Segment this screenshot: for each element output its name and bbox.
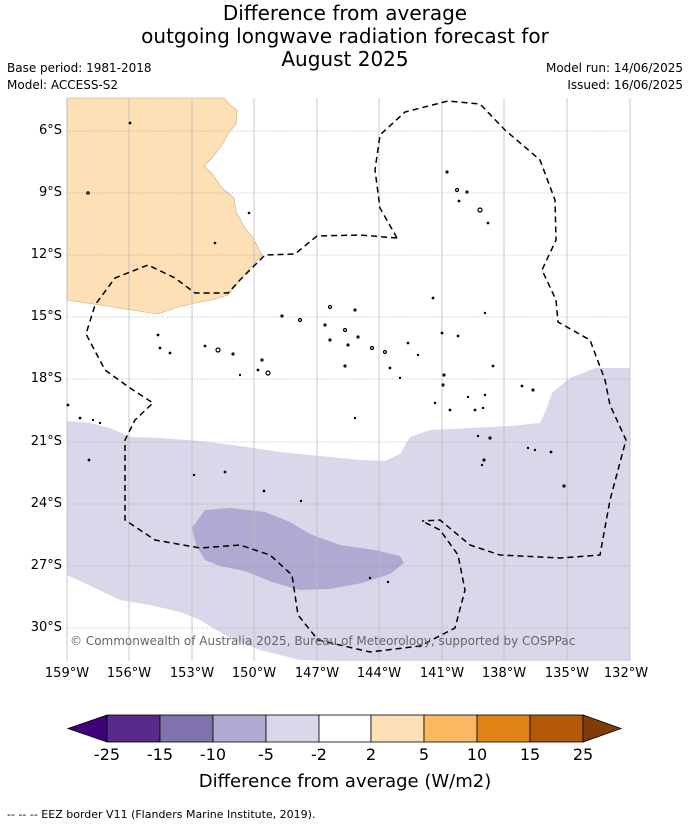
colorbar-tick: 25 — [572, 745, 594, 764]
lon-label: 132°W — [603, 666, 649, 681]
lon-label: 135°W — [544, 666, 590, 681]
colorbar-bin-3 — [212, 714, 267, 743]
lon-label: 141°W — [419, 666, 465, 681]
colorbar-tick: 2 — [365, 745, 377, 764]
colorbar-tick: 15 — [519, 745, 541, 764]
lat-label: 12°S — [30, 247, 62, 262]
map-area — [66, 97, 631, 661]
model-name: Model: ACCESS-S2 — [7, 78, 119, 92]
anomaly-region-medium-purple — [192, 508, 404, 590]
colorbar-tick: -25 — [93, 745, 121, 764]
lat-label: 6°S — [38, 123, 62, 138]
colorbar-bin-4 — [265, 714, 320, 743]
title-line-3: August 2025 — [281, 47, 409, 71]
eez-border-kiribati — [374, 100, 627, 559]
colorbar-extend-min — [66, 714, 108, 743]
lat-label: 24°S — [30, 496, 62, 511]
colorbar-tick: -10 — [199, 745, 227, 764]
colorbar-tick: -2 — [311, 745, 327, 764]
copyright-notice: © Commonwealth of Australia 2025, Bureau… — [70, 634, 576, 648]
lon-label: 159°W — [44, 666, 90, 681]
meta-right: Model run: 14/06/2025 Issued: 16/06/2025 — [546, 60, 683, 94]
lat-label: 18°S — [30, 371, 62, 386]
title-line-2: outgoing longwave radiation forecast for — [141, 24, 549, 48]
colorbar-bin-9 — [529, 714, 584, 743]
colorbar-bin-2 — [159, 714, 214, 743]
lat-label: 21°S — [30, 434, 62, 449]
meridians — [66, 98, 631, 661]
colorbar-bin-5 — [318, 714, 372, 743]
title-line-1: Difference from average — [222, 1, 468, 25]
lon-label: 150°W — [231, 666, 277, 681]
colorbar-bin-7 — [423, 714, 478, 743]
lon-label: 138°W — [481, 666, 527, 681]
colorbar-bin-6 — [370, 714, 425, 743]
eez-border-cook-islands — [85, 234, 466, 653]
base-period: Base period: 1981-2018 — [7, 61, 152, 75]
lon-label: 153°W — [169, 666, 215, 681]
eez-legend: -- -- -- EEZ border V11 (Flanders Marine… — [7, 808, 316, 821]
lon-label: 144°W — [356, 666, 402, 681]
colorbar — [66, 714, 623, 743]
lon-label: 156°W — [106, 666, 152, 681]
lat-label: 27°S — [30, 558, 62, 573]
colorbar-tick: 10 — [466, 745, 488, 764]
colorbar-bin-1 — [106, 714, 161, 743]
colorbar-tick: -15 — [146, 745, 174, 764]
colorbar-bin-8 — [476, 714, 531, 743]
issued-date: Issued: 16/06/2025 — [567, 78, 683, 92]
model-run: Model run: 14/06/2025 — [545, 61, 683, 75]
anomaly-region-light-purple — [67, 368, 630, 661]
colorbar-title: Difference from average (W/m2) — [198, 771, 492, 792]
colorbar-tick: 5 — [418, 745, 430, 764]
lat-label: 30°S — [30, 620, 62, 635]
colorbar-tick: -5 — [258, 745, 274, 764]
eez-borders — [85, 100, 627, 653]
islands — [66, 121, 566, 584]
lat-label: 15°S — [30, 309, 62, 324]
map-title: Difference from average outgoing longwav… — [0, 2, 690, 71]
lat-label: 9°S — [38, 185, 62, 200]
lon-label: 147°W — [294, 666, 340, 681]
colorbar-extend-max — [582, 714, 623, 743]
anomaly-region-orange — [66, 97, 263, 315]
meta-left: Base period: 1981-2018 Model: ACCESS-S2 — [7, 60, 152, 94]
